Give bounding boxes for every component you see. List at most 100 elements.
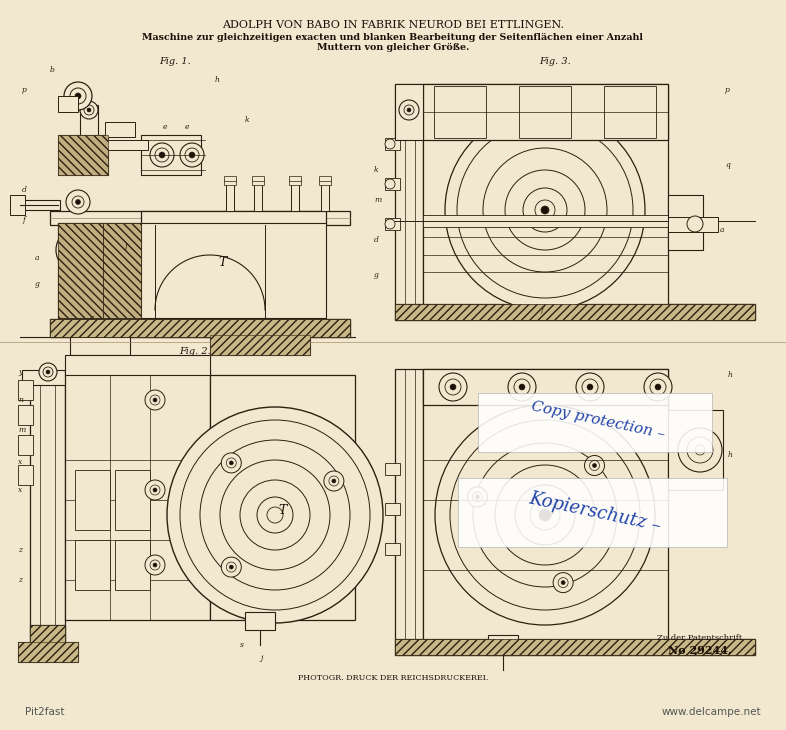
Text: g: g xyxy=(374,271,379,279)
Bar xyxy=(395,304,755,320)
Circle shape xyxy=(541,108,549,116)
Bar xyxy=(70,335,130,355)
Circle shape xyxy=(230,565,233,569)
Bar xyxy=(224,179,236,185)
Circle shape xyxy=(678,428,722,472)
Circle shape xyxy=(240,480,310,550)
Bar xyxy=(395,639,755,655)
Bar xyxy=(488,635,518,655)
Text: z: z xyxy=(18,576,22,584)
Text: d: d xyxy=(22,186,27,194)
Bar xyxy=(385,178,400,190)
Circle shape xyxy=(687,437,713,463)
Circle shape xyxy=(530,500,560,530)
Bar xyxy=(18,642,78,662)
Bar xyxy=(58,135,108,175)
Bar xyxy=(18,435,33,455)
Bar xyxy=(75,470,110,530)
Circle shape xyxy=(66,190,90,214)
Bar xyxy=(385,218,400,230)
Bar xyxy=(141,223,326,318)
Bar xyxy=(58,223,103,318)
Circle shape xyxy=(46,370,50,374)
Bar xyxy=(22,370,72,385)
Bar xyxy=(18,465,33,485)
Bar xyxy=(115,540,150,590)
Text: z: z xyxy=(18,546,22,554)
Circle shape xyxy=(159,152,165,158)
Text: h: h xyxy=(728,371,733,379)
Text: Pit2fast: Pit2fast xyxy=(25,707,64,717)
Bar xyxy=(319,179,331,185)
Text: No 29244.: No 29244. xyxy=(668,645,732,656)
Text: j: j xyxy=(260,654,263,662)
Circle shape xyxy=(150,485,160,495)
Bar xyxy=(58,223,103,318)
Circle shape xyxy=(450,384,456,390)
Bar xyxy=(289,176,301,181)
Bar xyxy=(668,195,703,250)
Text: T: T xyxy=(219,255,227,269)
Bar xyxy=(434,86,486,138)
Circle shape xyxy=(189,152,195,158)
Bar xyxy=(58,135,108,175)
Text: m: m xyxy=(18,426,25,434)
Circle shape xyxy=(153,488,157,492)
Circle shape xyxy=(539,509,551,521)
Circle shape xyxy=(72,196,84,208)
Circle shape xyxy=(515,485,575,545)
Text: d: d xyxy=(374,236,379,244)
Text: n: n xyxy=(18,396,23,404)
Bar xyxy=(395,639,755,655)
Text: c: c xyxy=(90,314,94,322)
Circle shape xyxy=(167,407,383,623)
Circle shape xyxy=(576,373,604,401)
Circle shape xyxy=(468,487,487,507)
Text: b: b xyxy=(50,66,55,74)
Bar xyxy=(395,84,423,304)
Text: x: x xyxy=(18,486,22,494)
Text: s: s xyxy=(240,641,244,649)
Bar xyxy=(423,84,668,304)
Text: y: y xyxy=(18,368,22,376)
Text: www.delcampe.net: www.delcampe.net xyxy=(661,707,761,717)
Text: T: T xyxy=(279,504,287,517)
Bar xyxy=(58,96,78,112)
Bar xyxy=(226,181,234,211)
Bar xyxy=(289,179,301,185)
Bar xyxy=(80,105,98,135)
Circle shape xyxy=(495,465,595,565)
Text: f: f xyxy=(540,306,543,314)
Circle shape xyxy=(626,108,634,116)
Circle shape xyxy=(385,219,395,229)
Circle shape xyxy=(456,108,464,116)
Text: p: p xyxy=(22,86,27,94)
Bar xyxy=(50,211,350,225)
Circle shape xyxy=(72,244,84,256)
Bar xyxy=(395,84,423,140)
Circle shape xyxy=(536,103,554,121)
Circle shape xyxy=(541,206,549,214)
Bar xyxy=(245,612,275,630)
Circle shape xyxy=(606,88,654,136)
Circle shape xyxy=(145,480,165,500)
Text: Muttern von gleicher Größe.: Muttern von gleicher Größe. xyxy=(317,42,469,52)
Circle shape xyxy=(150,143,174,167)
Circle shape xyxy=(445,379,461,395)
Bar xyxy=(385,543,400,555)
Bar xyxy=(210,375,355,620)
Text: h: h xyxy=(728,451,733,459)
Bar xyxy=(141,135,201,175)
Text: e: e xyxy=(185,123,189,131)
Circle shape xyxy=(220,460,330,570)
Circle shape xyxy=(56,228,100,272)
Circle shape xyxy=(457,122,633,298)
Circle shape xyxy=(87,108,91,112)
Circle shape xyxy=(70,88,86,104)
Bar xyxy=(103,223,141,318)
Bar xyxy=(141,211,326,225)
Circle shape xyxy=(226,562,237,572)
Text: Zu der Patentschrift: Zu der Patentschrift xyxy=(657,634,743,642)
Circle shape xyxy=(521,88,569,136)
Circle shape xyxy=(385,139,395,149)
